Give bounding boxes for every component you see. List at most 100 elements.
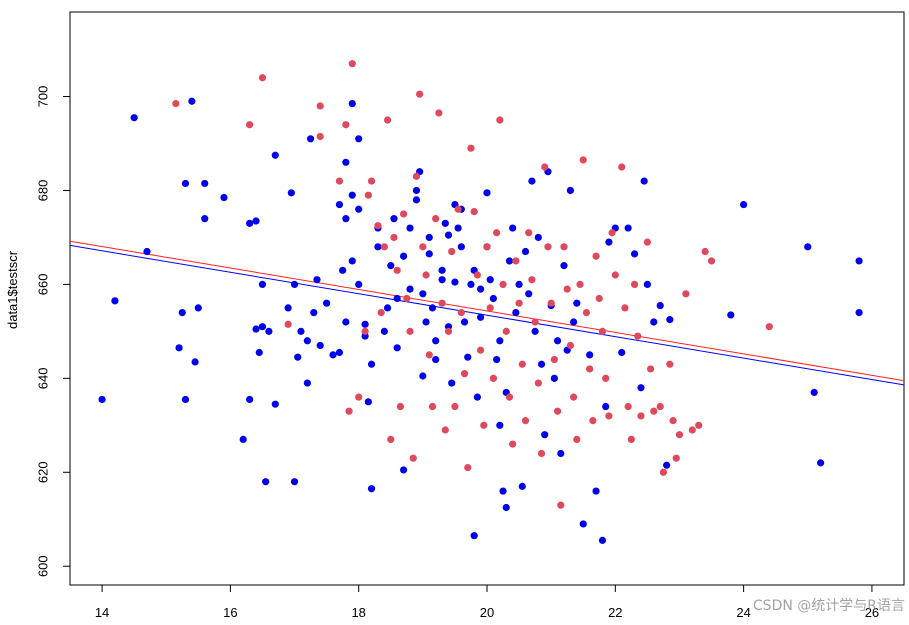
data-point — [111, 297, 119, 305]
data-point — [460, 318, 469, 326]
data-point — [682, 290, 690, 298]
data-point — [666, 360, 674, 368]
data-point — [387, 435, 395, 444]
data-point — [342, 318, 350, 326]
data-point — [518, 360, 526, 368]
data-point — [528, 177, 536, 185]
data-point — [675, 431, 684, 439]
data-point — [316, 132, 324, 141]
data-points — [98, 60, 863, 544]
data-point — [560, 262, 568, 270]
data-point — [201, 179, 209, 188]
data-point — [306, 135, 315, 143]
data-point — [464, 463, 472, 472]
data-point — [441, 426, 449, 434]
data-point — [403, 294, 411, 303]
data-point — [380, 327, 388, 335]
data-point — [425, 250, 433, 258]
data-point — [400, 252, 408, 260]
data-point — [483, 189, 491, 197]
data-point — [390, 215, 398, 223]
data-point — [335, 200, 344, 209]
data-point — [512, 257, 520, 265]
data-point — [592, 487, 600, 495]
data-point — [348, 257, 356, 265]
data-point — [432, 337, 440, 345]
data-point — [502, 503, 510, 512]
data-point — [531, 318, 539, 326]
data-point — [303, 379, 311, 387]
data-point — [412, 186, 421, 195]
data-point — [355, 393, 363, 401]
data-point — [416, 90, 424, 98]
data-point — [419, 243, 427, 251]
data-point — [493, 229, 501, 237]
data-point — [316, 341, 324, 350]
data-point — [303, 337, 311, 345]
data-point — [707, 257, 716, 265]
data-point — [656, 402, 664, 411]
data-point — [342, 121, 350, 129]
data-point — [422, 271, 430, 279]
data-point — [348, 191, 356, 199]
data-point — [220, 193, 228, 202]
y-tick-label: 620 — [36, 461, 51, 483]
regression-line — [69, 240, 905, 382]
data-point — [521, 417, 530, 425]
data-point — [425, 351, 433, 359]
data-point — [563, 285, 571, 293]
data-point — [598, 536, 607, 544]
data-point — [393, 344, 401, 352]
data-point — [605, 412, 613, 420]
data-point — [367, 360, 376, 368]
data-point — [380, 243, 388, 251]
data-point — [528, 276, 536, 284]
data-point — [534, 233, 542, 242]
data-point — [252, 217, 260, 225]
data-point — [290, 280, 299, 289]
regression-line — [69, 244, 905, 386]
data-point — [470, 208, 478, 216]
data-point — [672, 454, 680, 462]
data-point — [627, 435, 635, 444]
data-point — [637, 384, 645, 392]
data-point — [412, 172, 421, 180]
data-point — [598, 327, 607, 335]
data-point — [348, 99, 356, 108]
data-point — [509, 224, 517, 232]
data-point — [531, 327, 539, 335]
data-point — [390, 233, 398, 242]
data-point — [646, 365, 655, 373]
data-point — [541, 431, 549, 439]
plot-frame — [69, 11, 905, 586]
data-point — [310, 308, 318, 317]
data-point — [441, 219, 449, 227]
y-tick-label: 700 — [36, 86, 51, 108]
data-point — [566, 186, 575, 195]
data-point — [342, 215, 350, 223]
data-point — [586, 365, 594, 373]
data-point — [496, 421, 504, 429]
data-point — [855, 308, 863, 317]
data-point — [246, 121, 254, 129]
data-point — [502, 327, 510, 335]
data-point — [258, 323, 267, 331]
data-point — [262, 478, 270, 486]
data-point — [512, 308, 520, 317]
data-point — [473, 393, 481, 401]
data-point — [537, 449, 546, 458]
data-point — [566, 341, 575, 350]
data-point — [643, 280, 651, 289]
data-point — [515, 299, 523, 307]
data-point — [624, 224, 632, 232]
data-point — [817, 459, 825, 467]
data-point — [290, 478, 299, 486]
data-point — [432, 215, 440, 223]
data-point — [181, 179, 190, 188]
data-point — [409, 454, 417, 462]
data-point — [537, 360, 546, 368]
data-point — [669, 417, 677, 425]
data-point — [496, 116, 504, 124]
data-point — [406, 224, 414, 232]
data-point — [489, 294, 498, 303]
